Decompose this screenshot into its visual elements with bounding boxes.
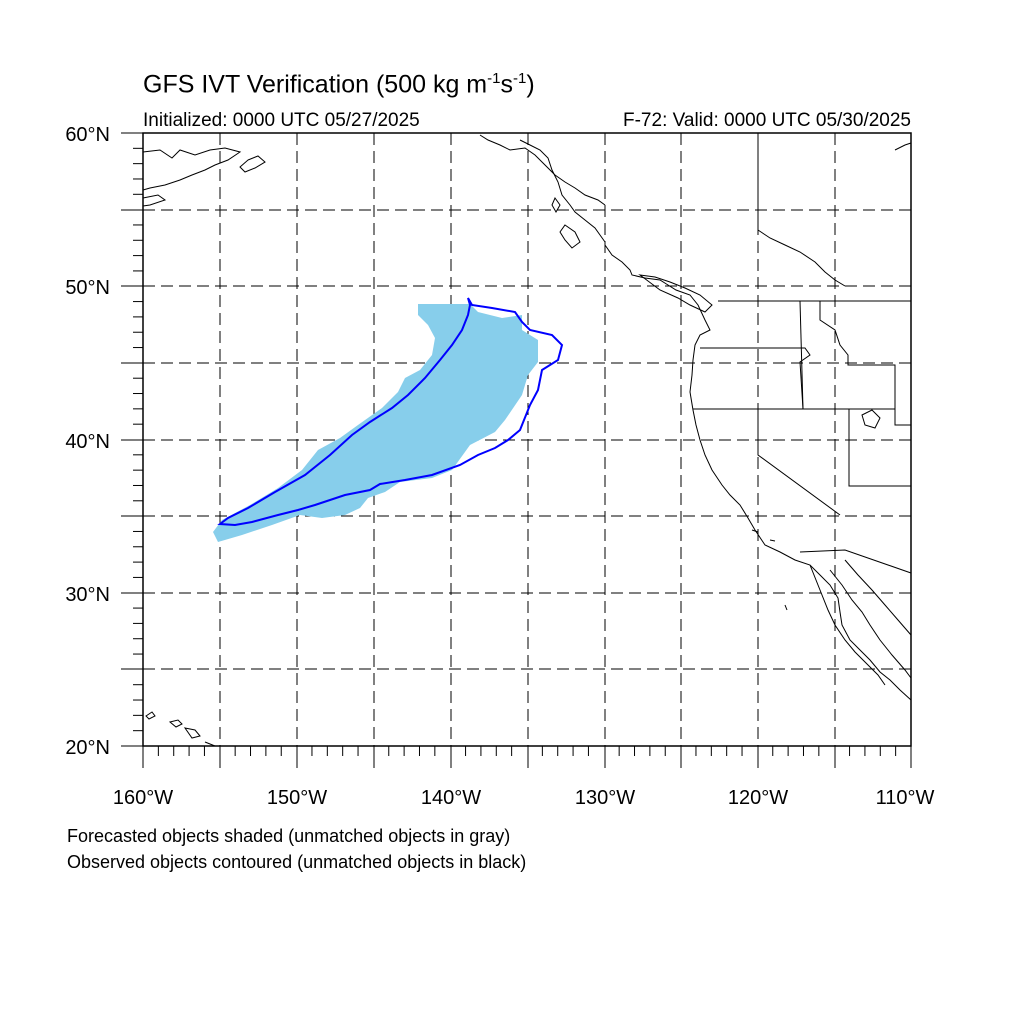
lon-label-160w: 160°W	[113, 787, 173, 809]
grid-lines	[143, 133, 911, 746]
forecast-object-shaded	[213, 304, 538, 542]
observed-note: Observed objects contoured (unmatched ob…	[67, 852, 527, 872]
lat-label-60: 60°N	[65, 124, 110, 146]
lon-label-110w: 110°W	[876, 787, 935, 809]
initialized-time: Initialized: 0000 UTC 05/27/2025	[143, 110, 420, 131]
lon-label-130w: 130°W	[575, 787, 635, 809]
lat-label-20: 20°N	[65, 737, 110, 759]
lon-label-140w: 140°W	[421, 787, 481, 809]
lat-label-30: 30°N	[65, 584, 110, 606]
axis-ticks	[121, 132, 912, 768]
valid-time: F-72: Valid: 0000 UTC 05/30/2025	[623, 110, 911, 131]
lat-label-40: 40°N	[65, 431, 110, 453]
map-title: GFS IVT Verification (500 kg m-1s-1)	[143, 70, 535, 99]
forecast-note: Forecasted objects shaded (unmatched obj…	[67, 826, 511, 846]
lon-label-120w: 120°W	[728, 787, 788, 809]
lon-label-150w: 150°W	[267, 787, 327, 809]
minor-ticks	[133, 147, 897, 756]
observed-object-contour	[217, 297, 564, 527]
lat-label-50: 50°N	[65, 277, 110, 299]
coastlines	[142, 133, 912, 747]
